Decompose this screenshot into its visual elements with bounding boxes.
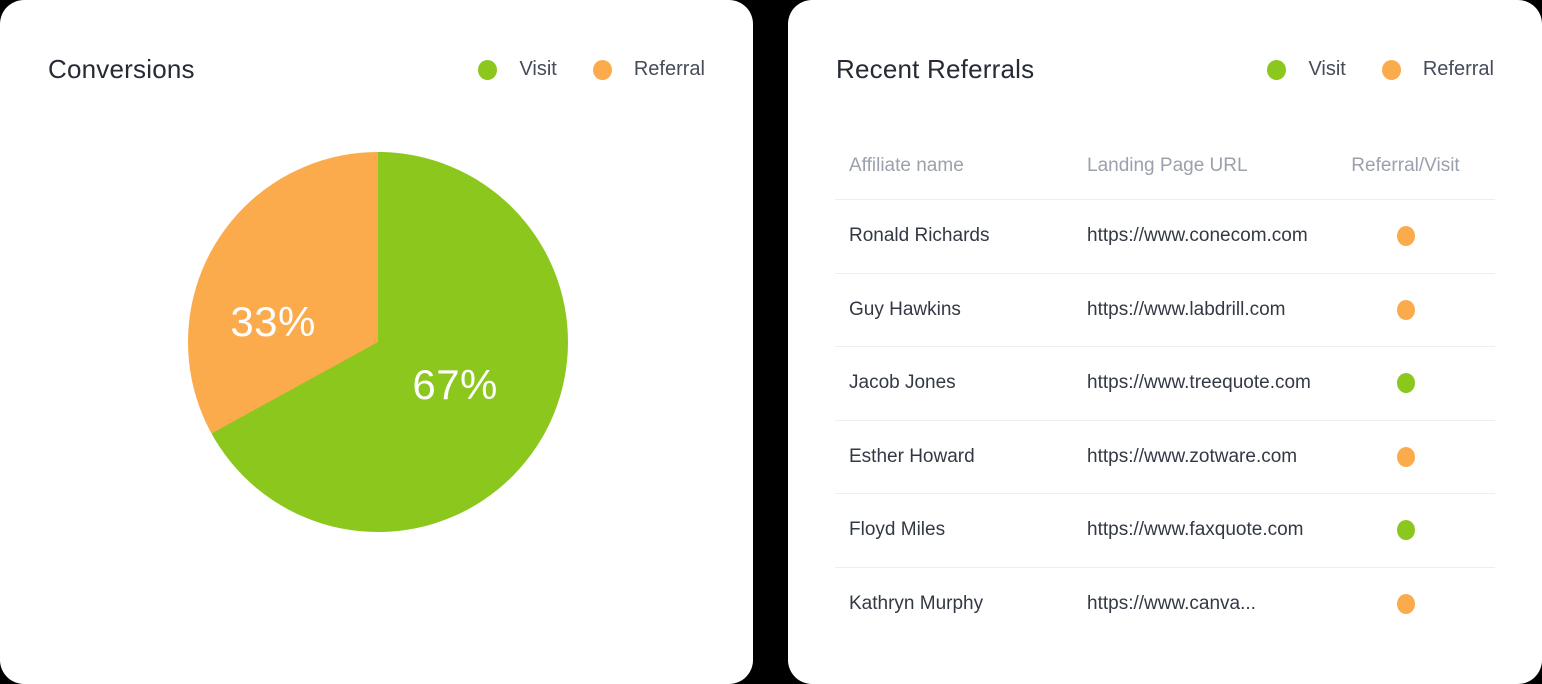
status-dot-icon bbox=[1396, 594, 1415, 615]
legend-item-visit: Visit bbox=[478, 58, 557, 81]
legend-label-visit: Visit bbox=[1308, 58, 1346, 80]
pie-referral-value-label: 33% bbox=[230, 297, 316, 345]
column-header-landing-page-url: Landing Page URL bbox=[1087, 155, 1248, 176]
table-row: Guy Hawkins https://www.labdrill.com bbox=[835, 274, 1495, 347]
legend-item-visit: Visit bbox=[1267, 58, 1346, 81]
column-header-referral-visit: Referral/Visit bbox=[1351, 155, 1460, 176]
conversions-card: Conversions Visit Referral 67% 33% bbox=[0, 0, 753, 684]
column-header-affiliate-name: Affiliate name bbox=[849, 155, 964, 176]
pie-visit-value-label: 67% bbox=[412, 360, 498, 408]
legend-label-referral: Referral bbox=[633, 58, 705, 80]
referrals-legend: Visit Referral bbox=[1267, 58, 1494, 81]
legend-item-referral: Referral bbox=[592, 58, 705, 81]
referral-visit-cell bbox=[1317, 373, 1494, 394]
affiliate-name: Guy Hawkins bbox=[849, 298, 961, 320]
table-row: Esther Howard https://www.zotware.com bbox=[835, 421, 1495, 494]
conversions-legend: Visit Referral bbox=[478, 58, 705, 81]
referrals-table-body: Ronald Richards https://www.conecom.com … bbox=[835, 200, 1495, 641]
recent-referrals-title: Recent Referrals bbox=[836, 54, 1035, 84]
referral-visit-cell bbox=[1317, 299, 1494, 320]
referrals-table: Affiliate name Landing Page URL Referral… bbox=[835, 85, 1495, 641]
landing-page-url: https://www.zotware.com bbox=[1087, 445, 1298, 467]
referral-visit-cell bbox=[1317, 446, 1494, 467]
legend-label-referral: Referral bbox=[1422, 58, 1494, 80]
recent-referrals-card: Recent Referrals Visit Referral Affiliat… bbox=[788, 0, 1542, 684]
affiliate-name: Jacob Jones bbox=[849, 372, 956, 394]
legend-label-visit: Visit bbox=[519, 58, 557, 80]
referral-visit-cell bbox=[1317, 594, 1494, 615]
landing-page-url: https://www.treequote.com bbox=[1087, 372, 1311, 394]
legend-item-referral: Referral bbox=[1381, 58, 1494, 81]
conversions-title: Conversions bbox=[48, 54, 195, 84]
status-dot-icon bbox=[1396, 446, 1415, 467]
status-dot-icon bbox=[1396, 373, 1415, 394]
table-row: Kathryn Murphy https://www.canva... bbox=[835, 568, 1495, 642]
visit-dot-icon bbox=[1267, 59, 1287, 80]
status-dot-icon bbox=[1396, 299, 1415, 320]
table-row: Floyd Miles https://www.faxquote.com bbox=[835, 494, 1495, 568]
referrals-table-header: Affiliate name Landing Page URL Referral… bbox=[835, 85, 1495, 200]
table-row: Jacob Jones https://www.treequote.com bbox=[835, 347, 1495, 421]
referral-dot-icon bbox=[592, 59, 612, 80]
status-dot-icon bbox=[1396, 520, 1415, 541]
affiliate-name: Floyd Miles bbox=[849, 519, 946, 541]
conversions-header: Conversions Visit Referral bbox=[0, 0, 753, 85]
visit-dot-icon bbox=[478, 59, 498, 80]
landing-page-url: https://www.conecom.com bbox=[1087, 225, 1308, 247]
landing-page-url: https://www.labdrill.com bbox=[1087, 298, 1286, 320]
referral-dot-icon bbox=[1381, 59, 1401, 80]
conversions-pie-chart: 67% 33% bbox=[188, 152, 568, 532]
landing-page-url: https://www.faxquote.com bbox=[1087, 519, 1304, 541]
table-row: Ronald Richards https://www.conecom.com bbox=[835, 200, 1495, 274]
status-dot-icon bbox=[1396, 226, 1415, 247]
recent-referrals-header: Recent Referrals Visit Referral bbox=[788, 0, 1542, 85]
referral-visit-cell bbox=[1317, 520, 1494, 541]
affiliate-name: Esther Howard bbox=[849, 445, 975, 467]
landing-page-url: https://www.canva... bbox=[1087, 593, 1256, 615]
referral-visit-cell bbox=[1317, 226, 1494, 247]
affiliate-name: Kathryn Murphy bbox=[849, 593, 984, 615]
affiliate-name: Ronald Richards bbox=[849, 225, 990, 247]
